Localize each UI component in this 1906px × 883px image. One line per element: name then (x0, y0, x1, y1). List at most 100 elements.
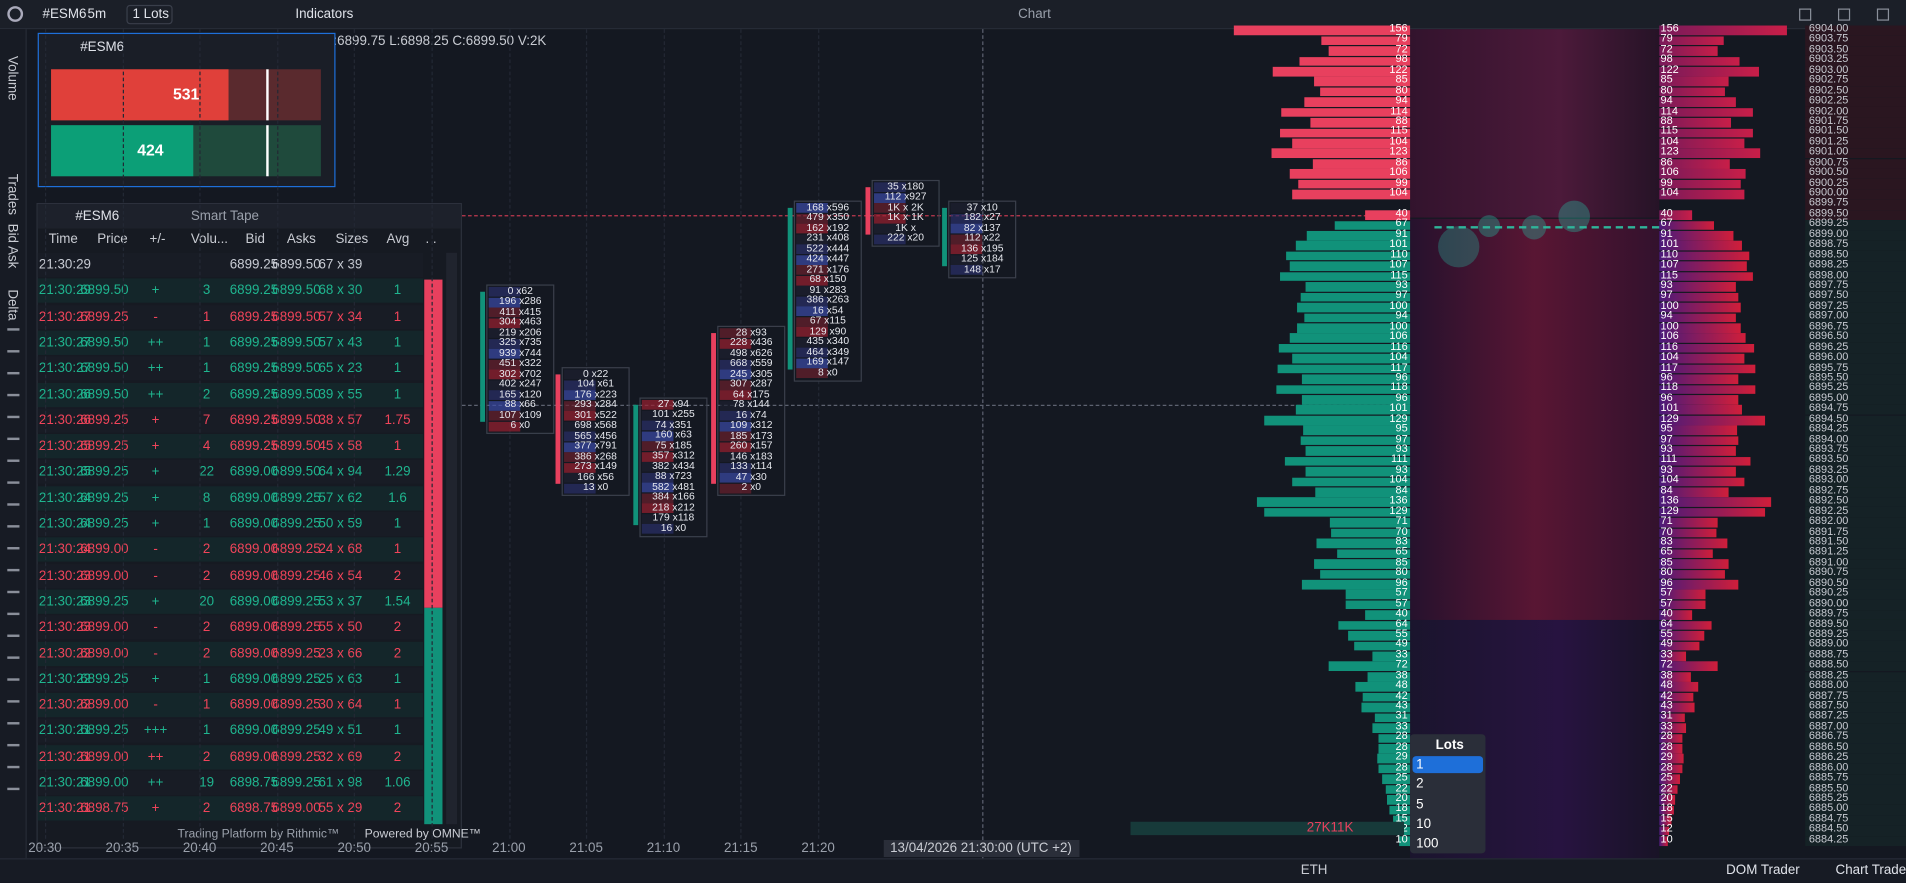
profile-bar (1292, 477, 1411, 487)
column-header[interactable]: Bid (245, 232, 265, 247)
tool-icon[interactable] (7, 722, 20, 725)
tool-icon[interactable] (7, 590, 20, 594)
lots-button[interactable] (126, 4, 173, 25)
tool-icon[interactable] (7, 656, 20, 659)
column-header[interactable]: Asks (286, 232, 316, 247)
price: 6896.00 (1808, 350, 1849, 363)
price-cell (1805, 179, 1906, 190)
tool-icon[interactable] (7, 700, 20, 703)
grid-line (199, 29, 201, 839)
profile-bar (1299, 56, 1411, 66)
tool-icon[interactable] (7, 393, 20, 397)
column-header[interactable]: Volu... (190, 232, 229, 247)
column-header[interactable]: . . (425, 232, 437, 247)
price-cell (1805, 825, 1906, 836)
footprint-cell (564, 431, 596, 442)
tool-icon[interactable] (7, 481, 20, 484)
profile-value: 114 (1390, 103, 1408, 117)
profile-bar (1280, 128, 1411, 138)
tool-icon[interactable] (7, 525, 20, 528)
tape-cell: 1.6 (388, 490, 407, 506)
dom-bar (1659, 620, 1712, 631)
column-header[interactable]: Price (97, 232, 128, 247)
lots-option[interactable]: 2 (1416, 777, 1424, 792)
dom-bar (1659, 826, 1670, 836)
tool-icon[interactable] (7, 459, 20, 462)
tape-cell: 21:30:23 (38, 568, 91, 583)
price-cell (1805, 569, 1906, 580)
tape-cell: 6898.75 (80, 801, 129, 817)
tape-cell: 6899.25 (272, 568, 321, 583)
tool-icon[interactable] (7, 743, 20, 747)
profile-value: 83 (1395, 534, 1408, 548)
tool-icon[interactable] (7, 547, 20, 550)
dom-value: 106 (1660, 165, 1679, 178)
dom-trader-tab[interactable]: DOM Trader (1726, 863, 1800, 878)
price-cell (1805, 312, 1906, 323)
profile-value: 91 (1395, 227, 1408, 240)
price: 6891.50 (1808, 534, 1849, 548)
tape-cell: 1 (393, 723, 402, 739)
side-label[interactable]: Delta (4, 289, 20, 321)
column-header[interactable]: Time (48, 232, 78, 247)
lots[interactable]: 1 Lots (132, 7, 169, 22)
footprint-cell (719, 338, 752, 349)
dom-bar (1659, 723, 1687, 733)
tool-icon[interactable] (7, 612, 20, 616)
lots-option[interactable]: 100 (1416, 836, 1439, 852)
lots-option[interactable]: 1 (1416, 757, 1424, 772)
selected-option[interactable] (1412, 756, 1484, 774)
window-button[interactable] (1876, 8, 1890, 21)
lots-option[interactable]: 10 (1416, 816, 1432, 832)
side-label[interactable]: Trades (4, 173, 20, 215)
tape-strip (424, 279, 443, 608)
side-label[interactable]: Volume (4, 55, 20, 101)
tool-icon[interactable] (7, 503, 20, 506)
window-button[interactable] (1799, 8, 1812, 21)
price: 6885.25 (1808, 791, 1849, 804)
footprint-value: 424 x447 (806, 251, 850, 264)
column-header[interactable]: Avg (386, 232, 410, 247)
dom-value: 57 (1660, 596, 1673, 609)
dom-bar (1659, 672, 1691, 682)
tape-cell: 1 (202, 516, 211, 532)
trade-path (1434, 226, 1660, 229)
tool-icon[interactable] (7, 678, 20, 681)
tape-cell: 53 x 37 (318, 594, 363, 609)
column-header[interactable]: Sizes (335, 232, 369, 247)
price: 6888.25 (1808, 668, 1849, 681)
chart-trader-tab[interactable]: Chart Trader (1835, 863, 1906, 878)
dom-value: 15 (1660, 811, 1673, 825)
price-cell (1805, 363, 1906, 375)
dom-bar (1659, 538, 1728, 548)
price: 6897.75 (1808, 278, 1849, 291)
scrollbar[interactable] (446, 252, 458, 825)
indicators[interactable]: Indicators (295, 7, 354, 22)
price: 6893.00 (1808, 473, 1849, 486)
side-label[interactable]: Bid Ask (4, 223, 20, 269)
footprint-cell (719, 472, 752, 483)
window-title: Chart (1018, 7, 1051, 22)
window-button[interactable] (1837, 8, 1851, 21)
tool-icon[interactable] (7, 634, 20, 637)
tool-icon[interactable] (7, 350, 20, 353)
tape-cell: 6899.50 (80, 283, 129, 299)
tape-row (37, 718, 424, 744)
tool-icon[interactable] (7, 415, 20, 419)
footprint-cell (796, 316, 828, 327)
profile-bar (1355, 682, 1411, 692)
lots-option[interactable]: 5 (1416, 796, 1424, 812)
timeframe[interactable]: 5m (87, 7, 107, 22)
tool-icon[interactable] (7, 787, 20, 791)
tool-icon[interactable] (7, 328, 20, 331)
profile-value: 94 (1395, 309, 1408, 322)
tool-icon[interactable] (7, 371, 20, 375)
dom-bar (1659, 836, 1668, 846)
tool-icon[interactable] (7, 765, 20, 769)
session[interactable]: ETH (1300, 863, 1328, 878)
profile-bar (1315, 487, 1411, 497)
tool-icon[interactable] (7, 437, 20, 441)
symbol[interactable]: #ESM6 (42, 7, 87, 22)
column-header[interactable]: +/- (149, 232, 166, 247)
tool-icon[interactable] (7, 568, 20, 572)
